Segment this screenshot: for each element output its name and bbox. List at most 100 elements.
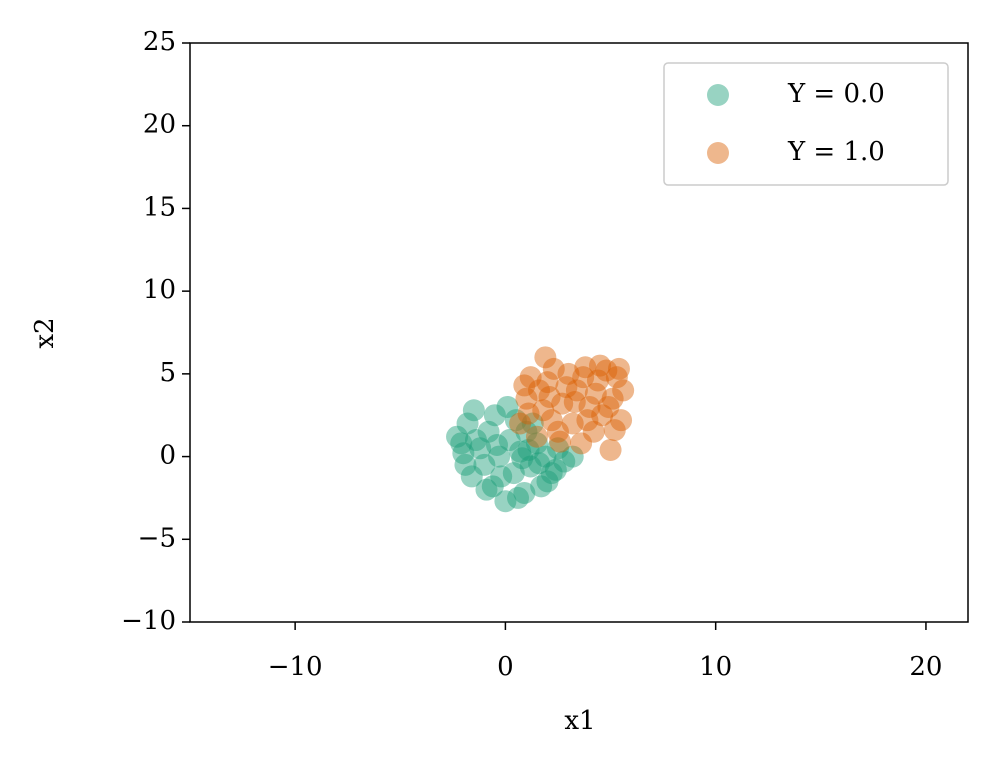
point <box>511 447 534 470</box>
x-tick-label: 0 <box>497 652 514 682</box>
point <box>483 404 506 427</box>
point <box>481 475 504 498</box>
y-tick-label: 25 <box>143 27 176 57</box>
point <box>490 465 513 488</box>
point <box>565 379 588 402</box>
point <box>530 475 553 498</box>
point <box>610 409 633 432</box>
point <box>475 478 498 501</box>
plot-frame <box>189 42 969 623</box>
point <box>528 379 551 402</box>
point <box>532 399 555 422</box>
point <box>595 359 618 382</box>
y-tick-label: 5 <box>159 358 176 388</box>
y-tick-label: 15 <box>143 192 176 222</box>
point <box>477 420 500 443</box>
point <box>525 432 548 455</box>
point <box>591 404 614 427</box>
point <box>603 419 626 442</box>
point <box>561 445 584 468</box>
point <box>563 390 586 413</box>
point <box>498 429 521 452</box>
point <box>509 440 532 463</box>
x-tick-label: 10 <box>699 652 732 682</box>
point <box>557 362 580 385</box>
x-tick-label: −10 <box>268 652 323 682</box>
point <box>586 369 609 392</box>
point <box>546 437 569 460</box>
point <box>496 395 519 418</box>
point <box>576 409 599 432</box>
point <box>538 386 561 409</box>
point <box>515 387 538 410</box>
point <box>540 409 563 432</box>
point <box>582 420 605 443</box>
point <box>528 452 551 475</box>
point <box>513 481 536 504</box>
point <box>570 432 593 455</box>
point <box>534 346 557 369</box>
point <box>517 402 540 425</box>
point <box>517 438 540 461</box>
point <box>555 376 578 399</box>
point <box>549 430 572 453</box>
legend-marker <box>707 84 729 106</box>
point <box>513 374 536 397</box>
point <box>612 379 635 402</box>
point <box>546 420 569 443</box>
point <box>605 366 628 389</box>
point <box>462 399 485 422</box>
y-tick-label: 0 <box>159 441 176 471</box>
point <box>460 465 483 488</box>
point <box>485 433 508 456</box>
point <box>521 412 544 435</box>
point <box>452 442 475 465</box>
point <box>534 445 557 468</box>
point <box>540 462 563 485</box>
point <box>507 486 530 509</box>
point <box>473 453 496 476</box>
point <box>519 366 542 389</box>
point <box>519 455 542 478</box>
point <box>488 445 511 468</box>
point <box>561 412 584 435</box>
point <box>536 470 559 493</box>
point <box>597 395 620 418</box>
point <box>572 366 595 389</box>
y-tick-label: 10 <box>143 275 176 305</box>
point <box>553 450 576 473</box>
legend-box <box>663 62 949 186</box>
x-axis-label: x1 <box>564 706 595 736</box>
point <box>515 420 538 443</box>
point <box>578 395 601 418</box>
point <box>544 458 567 481</box>
point <box>446 425 469 448</box>
legend-label: Y = 1.0 <box>787 137 885 167</box>
point <box>584 382 607 405</box>
point <box>551 392 574 415</box>
point <box>450 432 473 455</box>
point <box>542 357 565 380</box>
point <box>464 429 487 452</box>
point <box>589 354 612 377</box>
y-tick-label: −5 <box>138 523 176 553</box>
point <box>574 356 597 379</box>
point <box>456 412 479 435</box>
y-tick-label: −10 <box>121 606 176 636</box>
point <box>536 371 559 394</box>
point <box>509 412 532 435</box>
point <box>599 438 622 461</box>
point <box>504 409 527 432</box>
y-tick-label: 20 <box>143 110 176 140</box>
point <box>525 425 548 448</box>
x-tick-label: 20 <box>909 652 942 682</box>
point <box>469 437 492 460</box>
legend-marker <box>707 142 729 164</box>
y-axis-label: x2 <box>30 317 60 348</box>
point <box>494 490 517 513</box>
point <box>607 357 630 380</box>
point <box>502 462 525 485</box>
point <box>454 453 477 476</box>
point <box>601 387 624 410</box>
